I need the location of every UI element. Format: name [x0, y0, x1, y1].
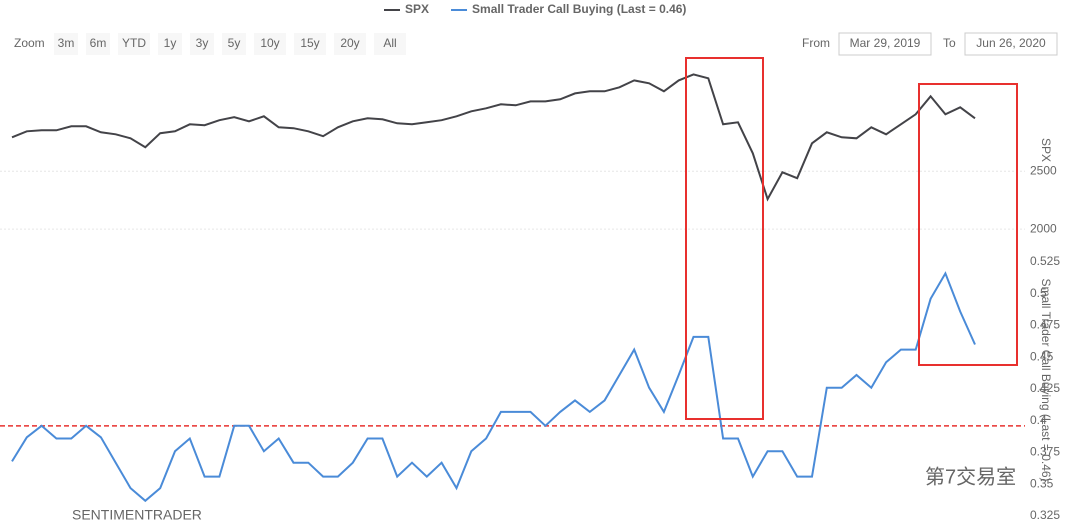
zoom-button-label[interactable]: 6m — [90, 36, 107, 50]
legend-label[interactable]: SPX — [405, 2, 429, 16]
watermark: 第7交易室 — [925, 465, 1016, 488]
zoom-button-label[interactable]: 10y — [260, 36, 279, 50]
highlight-box — [685, 57, 764, 420]
y-axis-title: Small Trader Call Buying (Last = 0.46) — [1039, 278, 1053, 481]
y-tick-label: 0.525 — [1030, 254, 1060, 268]
y-tick-label: 0.475 — [1030, 318, 1060, 332]
to-date[interactable]: Jun 26, 2020 — [976, 36, 1046, 50]
y-tick-label: 0.5 — [1030, 286, 1047, 300]
zoom-button[interactable] — [54, 33, 78, 55]
zoom-button-label[interactable]: 5y — [228, 36, 241, 50]
zoom-button[interactable] — [158, 33, 182, 55]
from-input[interactable] — [838, 32, 932, 56]
zoom-label: Zoom — [14, 36, 45, 50]
credit: SENTIMENTRADER — [72, 507, 202, 523]
zoom-button[interactable] — [374, 33, 406, 55]
series-line — [11, 73, 976, 202]
y-tick-label: 0.325 — [1030, 508, 1060, 522]
y-tick-label: 0.35 — [1030, 476, 1054, 490]
zoom-button-label[interactable]: 3y — [196, 36, 209, 50]
zoom-button-label[interactable]: YTD — [122, 36, 146, 50]
zoom-button[interactable] — [334, 33, 366, 55]
series-line — [11, 271, 976, 503]
from-label: From — [802, 36, 830, 50]
zoom-button-label[interactable]: 15y — [300, 36, 319, 50]
y-tick-label: 0.425 — [1030, 381, 1060, 395]
zoom-button-label[interactable]: 20y — [340, 36, 359, 50]
y-tick-label: 0.375 — [1030, 445, 1060, 459]
y-tick-label: 2000 — [1030, 221, 1057, 235]
to-input[interactable] — [964, 32, 1058, 56]
zoom-button[interactable] — [118, 33, 150, 55]
highlight-box — [918, 83, 1018, 366]
from-date[interactable]: Mar 29, 2019 — [850, 36, 921, 50]
legend-label[interactable]: Small Trader Call Buying (Last = 0.46) — [472, 2, 686, 16]
zoom-button-label[interactable]: All — [383, 36, 396, 50]
zoom-button[interactable] — [190, 33, 214, 55]
y-tick-label: 0.45 — [1030, 349, 1054, 363]
zoom-button[interactable] — [294, 33, 326, 55]
zoom-button[interactable] — [222, 33, 246, 55]
y-axis-title: SPX — [1039, 138, 1053, 162]
y-tick-label: 0.4 — [1030, 413, 1047, 427]
zoom-button-label[interactable]: 3m — [58, 36, 75, 50]
zoom-button[interactable] — [86, 33, 110, 55]
to-label: To — [943, 36, 956, 50]
zoom-button-label[interactable]: 1y — [164, 36, 177, 50]
y-tick-label: 2500 — [1030, 163, 1057, 177]
zoom-button[interactable] — [254, 33, 286, 55]
